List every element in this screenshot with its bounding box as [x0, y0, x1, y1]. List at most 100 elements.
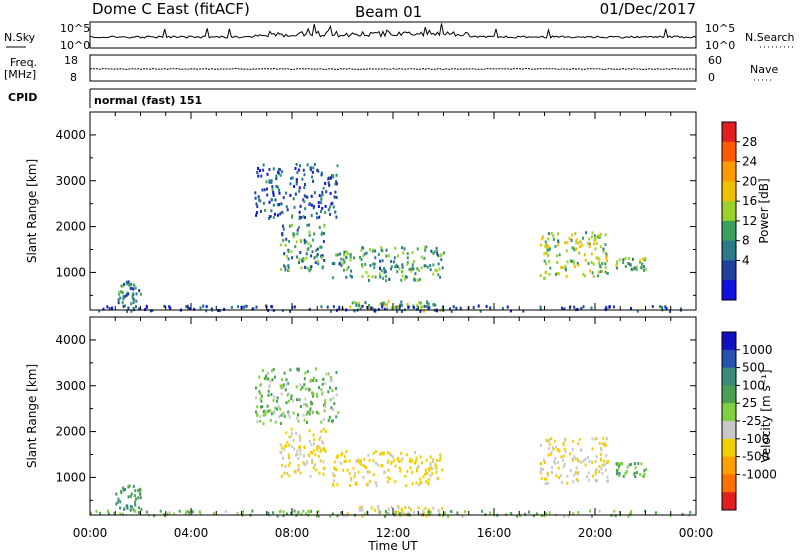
power-echo-cell	[328, 183, 331, 187]
power-echo-cell	[288, 224, 291, 228]
power-echo-cell	[318, 225, 321, 229]
power-echo-cell	[622, 258, 625, 262]
power-echo-cell	[321, 256, 323, 260]
velocity-echo-cell	[276, 407, 278, 411]
velocity-echo-cell	[288, 443, 291, 447]
power-echo-cell	[272, 167, 275, 171]
power-echo-cell	[363, 252, 366, 256]
velocity-echo-cell	[605, 436, 608, 440]
velocity-echo-cell	[346, 468, 349, 472]
velocity-echo-cell	[324, 402, 327, 406]
power-echo-cell	[133, 283, 136, 287]
velocity-echo-cell	[546, 471, 549, 475]
power-echo-cell	[539, 274, 542, 278]
power-echo-cell	[315, 212, 318, 215]
velocity-echo-cell	[321, 392, 324, 396]
velocity-echo-cell	[276, 396, 279, 400]
velocity-echo-cell	[398, 466, 401, 470]
velocity-echo-cell	[279, 443, 282, 447]
power-echo-cell	[145, 304, 148, 308]
power-echo-cell	[577, 263, 580, 267]
velocity-echo-cell	[386, 476, 389, 480]
velocity-echo-cell	[304, 387, 307, 391]
power-echo-cell	[124, 304, 126, 308]
colorbar-tick-label: 8	[742, 234, 750, 248]
velocity-echo-cell	[548, 511, 551, 515]
power-echo-cell	[422, 309, 425, 313]
power-echo-cell	[383, 267, 386, 271]
power-echo-cell	[125, 293, 128, 297]
velocity-echo-cell	[563, 462, 566, 466]
power-echo-cell	[636, 309, 639, 313]
velocity-echo-cell	[315, 468, 318, 472]
power-echo-cell	[327, 177, 330, 181]
power-echo-cell	[330, 202, 333, 206]
power-echo-cell	[543, 252, 546, 256]
power-echo-cell	[280, 268, 283, 271]
power-echo-cell	[262, 168, 265, 172]
velocity-echo-cell	[333, 460, 336, 464]
velocity-echo-cell	[634, 466, 637, 470]
velocity-echo-cell	[290, 427, 293, 431]
velocity-echo-cell	[562, 441, 565, 445]
power-echo-cell	[377, 253, 380, 256]
velocity-echo-cell	[347, 512, 349, 516]
velocity-echo-cell	[588, 459, 591, 463]
velocity-echo-cell	[259, 397, 262, 401]
power-echo-cell	[353, 309, 356, 313]
velocity-echo-cell	[617, 462, 620, 466]
velocity-echo-cell	[263, 376, 266, 380]
power-echo-cell	[279, 212, 282, 216]
velocity-echo-cell	[607, 479, 609, 483]
velocity-echo-cell	[559, 474, 562, 478]
velocity-echo-cell	[405, 484, 408, 488]
velocity-echo-cell	[321, 382, 324, 386]
power-echo-cell	[579, 245, 582, 248]
power-echo-cell	[382, 301, 385, 305]
x-tick-label: 04:00	[174, 526, 209, 540]
velocity-echo-cell	[274, 406, 277, 410]
freq-label: Freq.	[10, 56, 37, 69]
power-echo-cell	[260, 209, 262, 213]
power-echo-cell	[318, 215, 321, 219]
colorbar-tick-label: 1000	[742, 343, 773, 357]
power-echo-cell	[509, 309, 512, 313]
power-echo-cell	[374, 309, 377, 313]
velocity-echo-cell	[269, 409, 272, 413]
power-echo-cell	[565, 274, 568, 278]
power-echo-cell	[598, 270, 600, 274]
velocity-echo-cell	[390, 453, 393, 457]
velocity-echo-cell	[547, 439, 549, 443]
power-echo-cell	[440, 253, 443, 257]
velocity-echo-cell	[137, 496, 140, 500]
velocity-echo-cell	[303, 462, 306, 466]
velocity-echo-cell	[383, 470, 386, 474]
velocity-echo-cell	[262, 422, 265, 426]
velocity-echo-cell	[271, 378, 274, 382]
power-echo-cell	[111, 306, 113, 310]
power-echo-cell	[592, 275, 595, 278]
power-echo-cell	[293, 205, 296, 209]
power-echo-cell	[572, 260, 575, 263]
power-echo-cell	[606, 259, 608, 263]
velocity-echo-cell	[305, 412, 308, 416]
power-ylabel: Slant Range [km]	[25, 159, 39, 263]
power-echo-cell	[320, 201, 323, 205]
velocity-echo-cell	[286, 393, 289, 397]
velocity-echo-cell	[279, 384, 282, 388]
colorbar-segment	[722, 332, 736, 351]
power-echo-cell	[441, 307, 444, 311]
velocity-echo-cell	[99, 511, 102, 515]
velocity-echo-cell	[282, 456, 284, 460]
velocity-echo-cell	[327, 372, 330, 376]
power-echo-cell	[108, 307, 111, 311]
velocity-echo-cell	[562, 443, 565, 447]
velocity-echo-cell	[119, 506, 122, 510]
power-echo-cell	[298, 210, 301, 214]
velocity-echo-cell	[414, 461, 416, 465]
velocity-echo-cell	[552, 447, 555, 451]
colorbar-segment	[722, 349, 736, 369]
velocity-echo-cell	[489, 511, 492, 515]
power-echo-cell	[299, 251, 302, 254]
power-echo-cell	[299, 238, 302, 242]
